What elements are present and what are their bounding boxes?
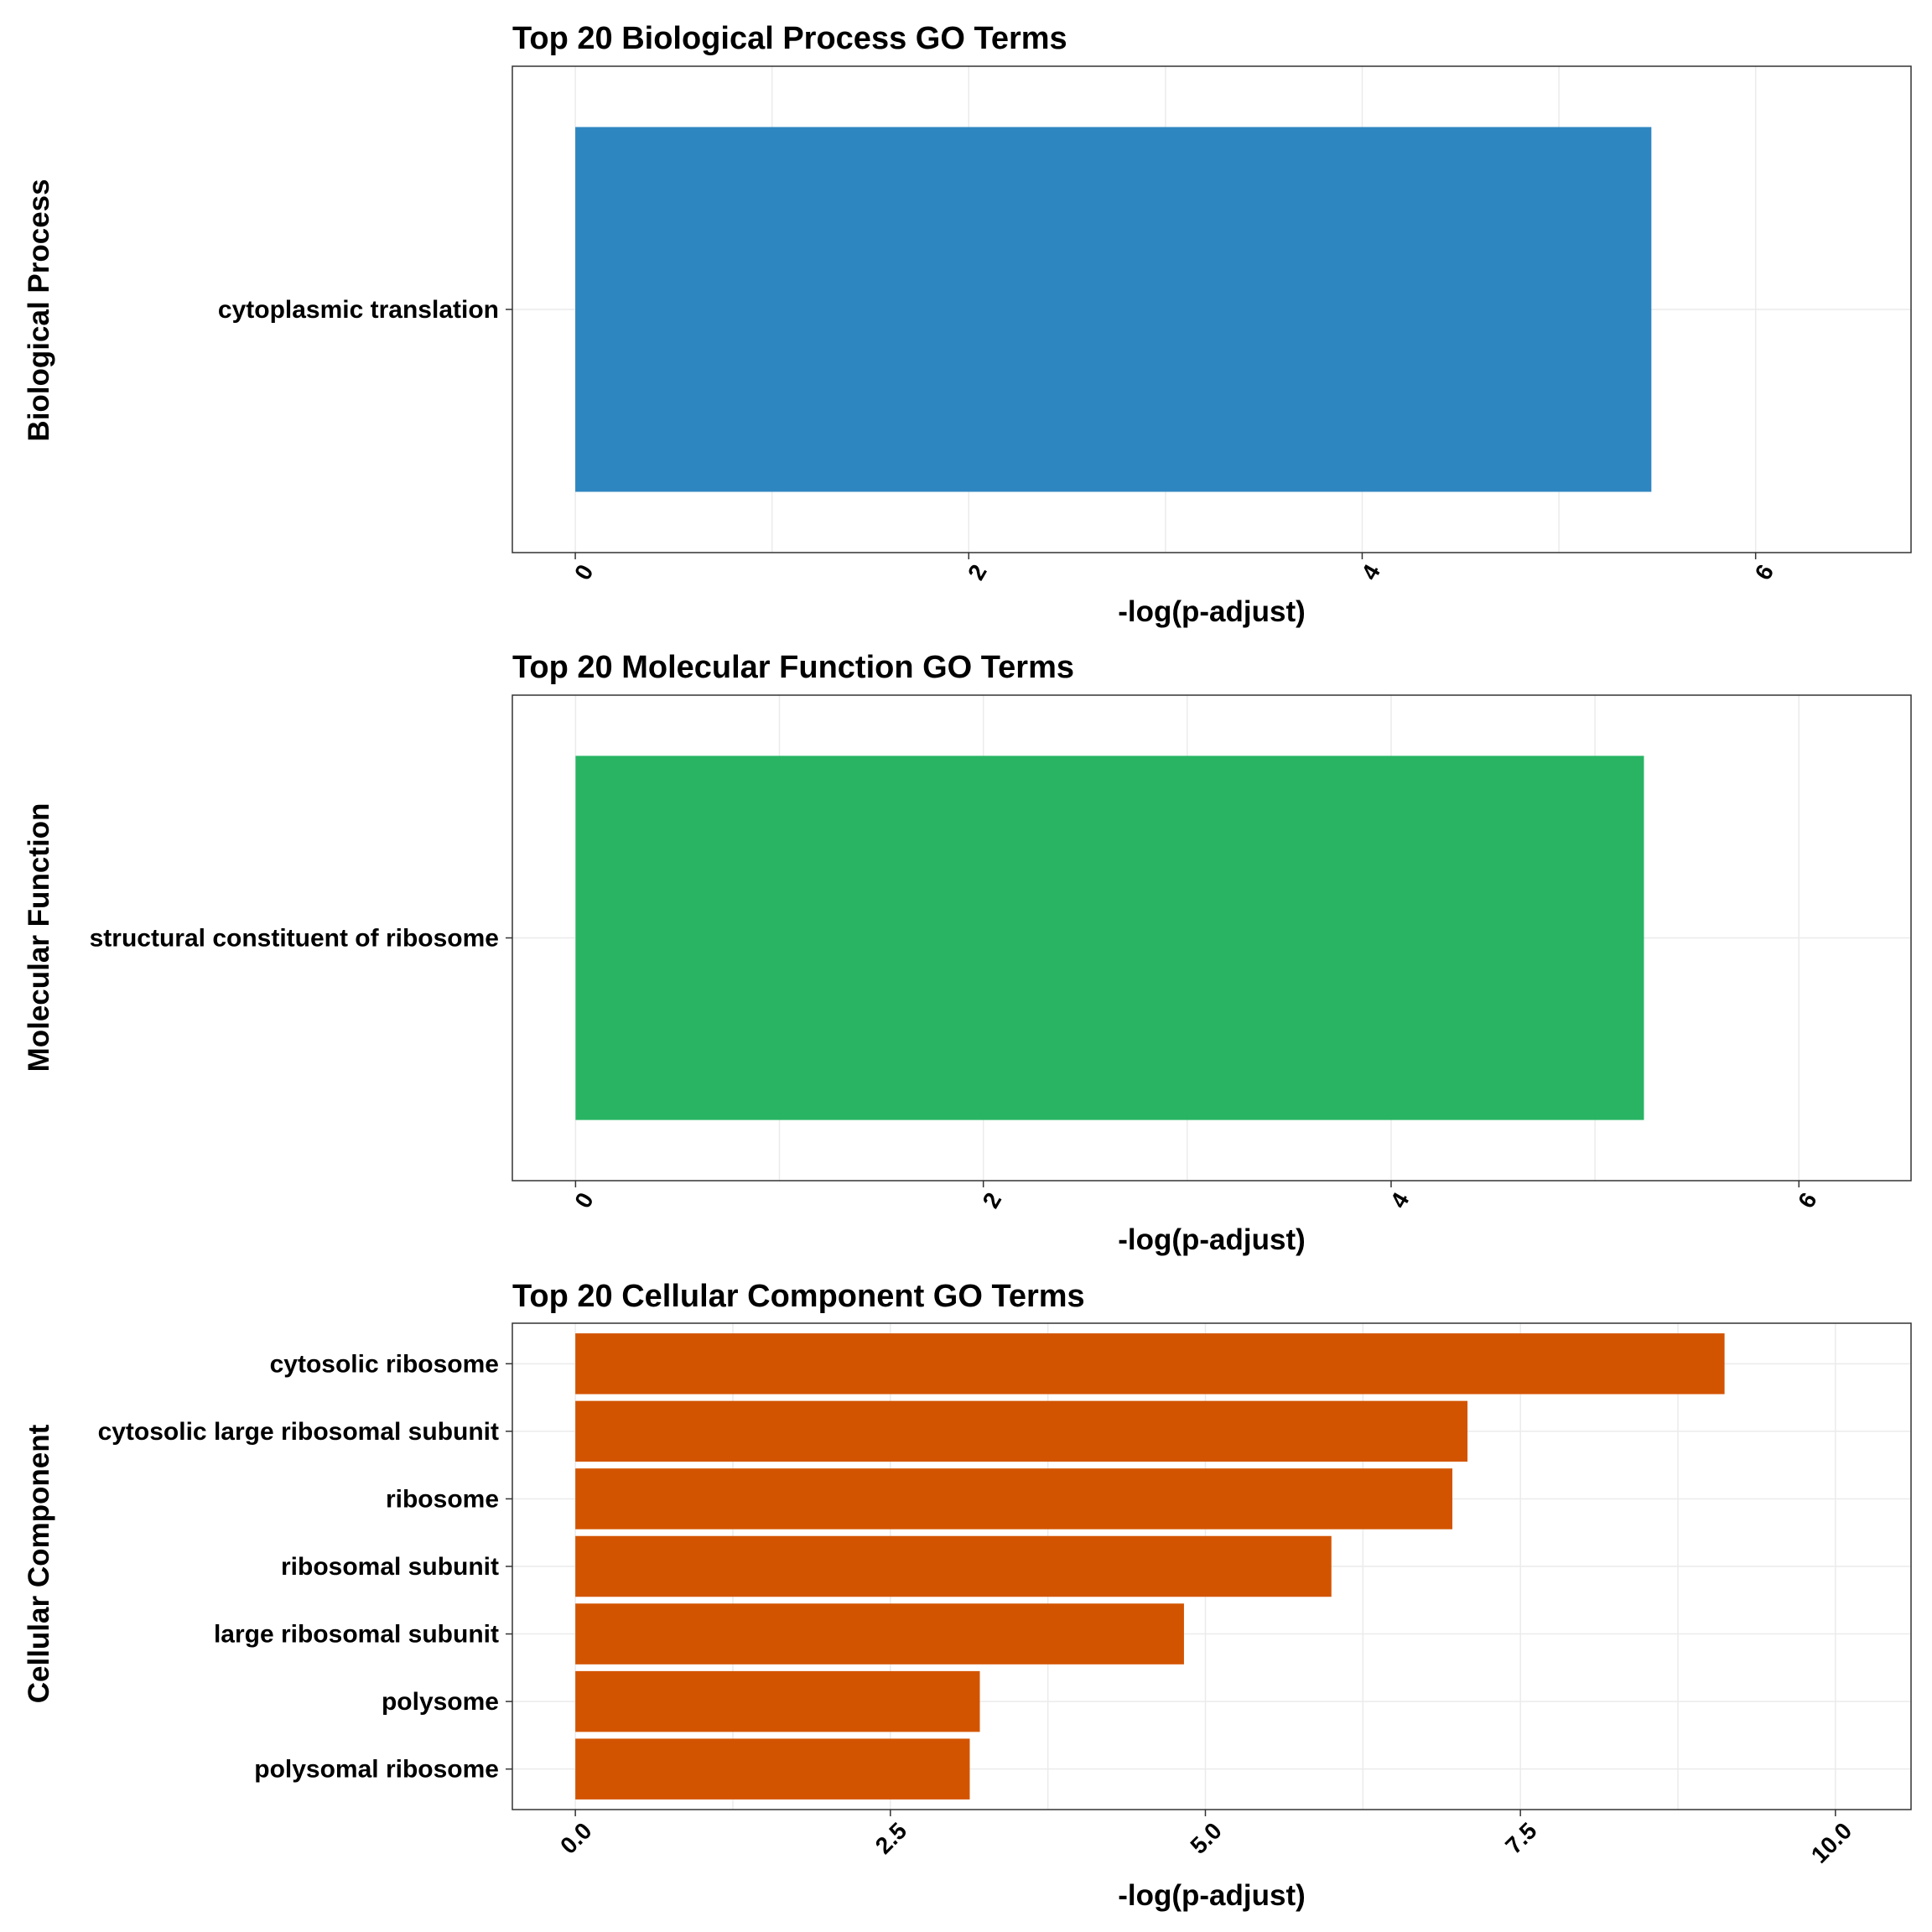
bars (575, 1333, 1725, 1800)
bar (575, 127, 1652, 492)
x-axis-label: -log(p-adjust) (1118, 1879, 1306, 1912)
bar (575, 1738, 970, 1800)
x-axis-label: -log(p-adjust) (1118, 595, 1306, 628)
category-labels: cytosolic ribosome cytosolic large riboso… (98, 1350, 512, 1784)
category-label: structural constituent of ribosome (90, 925, 499, 953)
category-label: ribosome (386, 1485, 499, 1513)
y-axis-label: Cellular Component (23, 1424, 55, 1703)
category-label: cytoplasmic translation (218, 296, 499, 324)
category-label: ribosomal subunit (281, 1553, 499, 1581)
category-label: large ribosomal subunit (214, 1621, 499, 1649)
y-axis-label: Molecular Function (23, 803, 55, 1072)
bars (575, 756, 1644, 1120)
bar (575, 1400, 1468, 1462)
y-axis-label: Biological Process (23, 179, 55, 441)
bar (575, 1333, 1725, 1394)
panel-molecular-function: Top 20 Molecular Function GO Terms Molec… (23, 650, 1912, 1256)
x-axis-label: -log(p-adjust) (1118, 1223, 1306, 1256)
category-labels: cytoplasmic translation (218, 296, 512, 324)
panel-title: Top 20 Molecular Function GO Terms (512, 650, 1074, 685)
category-labels: structural constituent of ribosome (90, 925, 512, 953)
bar (575, 756, 1644, 1120)
bar (575, 1468, 1453, 1530)
panel-title: Top 20 Biological Process GO Terms (512, 21, 1067, 56)
bar (575, 1603, 1184, 1665)
panel-biological-process: Top 20 Biological Process GO Terms Biolo… (23, 21, 1912, 628)
category-label: cytosolic large ribosomal subunit (98, 1418, 499, 1446)
bar (575, 1670, 980, 1732)
panel-title: Top 20 Cellular Component GO Terms (512, 1279, 1085, 1314)
bar (575, 1535, 1332, 1597)
category-label: polysome (382, 1688, 499, 1716)
bars (575, 127, 1652, 492)
category-label: cytosolic ribosome (270, 1350, 499, 1378)
category-label: polysomal ribosome (254, 1756, 499, 1784)
